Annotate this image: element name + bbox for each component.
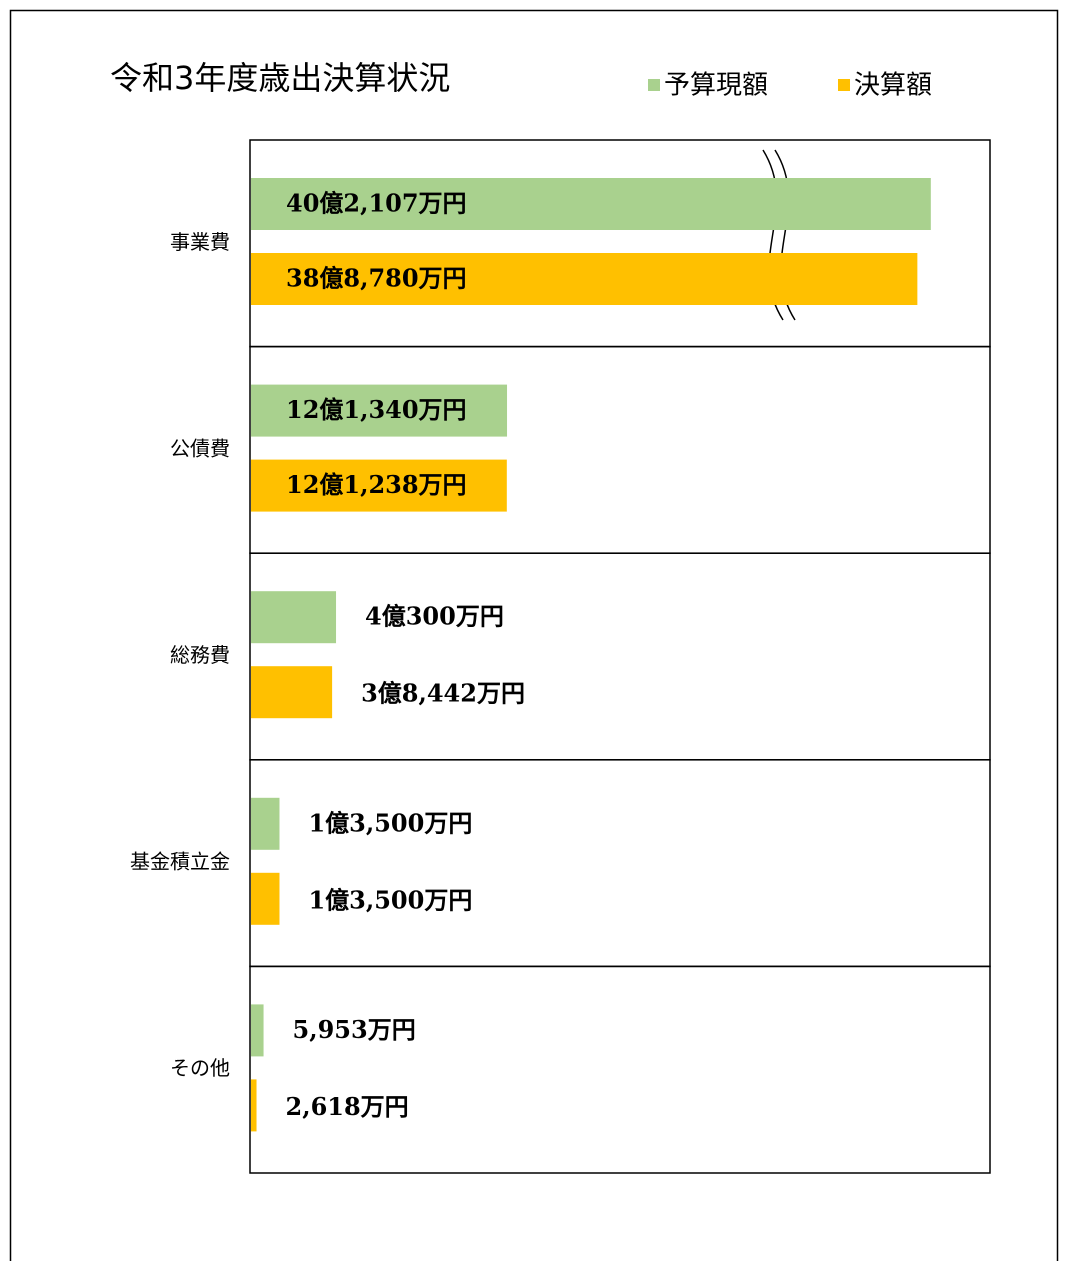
bar bbox=[251, 1004, 264, 1057]
row-box bbox=[249, 552, 991, 761]
row-box bbox=[249, 965, 991, 1174]
row-box bbox=[249, 345, 991, 554]
value-label: 3億8,442万円 bbox=[361, 679, 525, 708]
row-box bbox=[249, 759, 991, 968]
value-label: 38億8,780万円 bbox=[286, 264, 467, 293]
bar bbox=[251, 591, 337, 644]
row-box bbox=[249, 139, 991, 348]
legend-label: 予算現額 bbox=[664, 71, 768, 101]
bar bbox=[251, 1079, 257, 1132]
value-label: 1億3,500万円 bbox=[308, 885, 472, 914]
bar bbox=[251, 384, 508, 437]
chart-title: 令和3年度歳出決算状況 bbox=[110, 59, 450, 97]
category-label: 基金積立金 bbox=[130, 850, 230, 874]
category-label: その他 bbox=[170, 1056, 230, 1080]
value-label: 5,953万円 bbox=[293, 1015, 416, 1044]
bar bbox=[251, 872, 280, 925]
value-label: 1億3,500万円 bbox=[308, 808, 472, 837]
value-label: 2,618万円 bbox=[286, 1092, 409, 1121]
legend-swatch bbox=[648, 79, 660, 91]
legend-swatch bbox=[838, 79, 850, 91]
bar bbox=[251, 666, 333, 719]
value-label: 4億300万円 bbox=[365, 602, 504, 631]
value-label: 12億1,238万円 bbox=[286, 470, 467, 499]
bar bbox=[251, 253, 918, 305]
category-label: 事業費 bbox=[170, 230, 230, 254]
value-label: 40億2,107万円 bbox=[286, 189, 467, 218]
bar bbox=[251, 178, 931, 230]
legend-label: 決算額 bbox=[854, 71, 932, 101]
frame bbox=[9, 9, 1059, 1261]
value-label: 12億1,340万円 bbox=[286, 395, 467, 424]
bar bbox=[251, 797, 280, 850]
category-label: 総務費 bbox=[170, 643, 230, 667]
bar bbox=[251, 459, 507, 512]
category-label: 公債費 bbox=[170, 436, 230, 460]
